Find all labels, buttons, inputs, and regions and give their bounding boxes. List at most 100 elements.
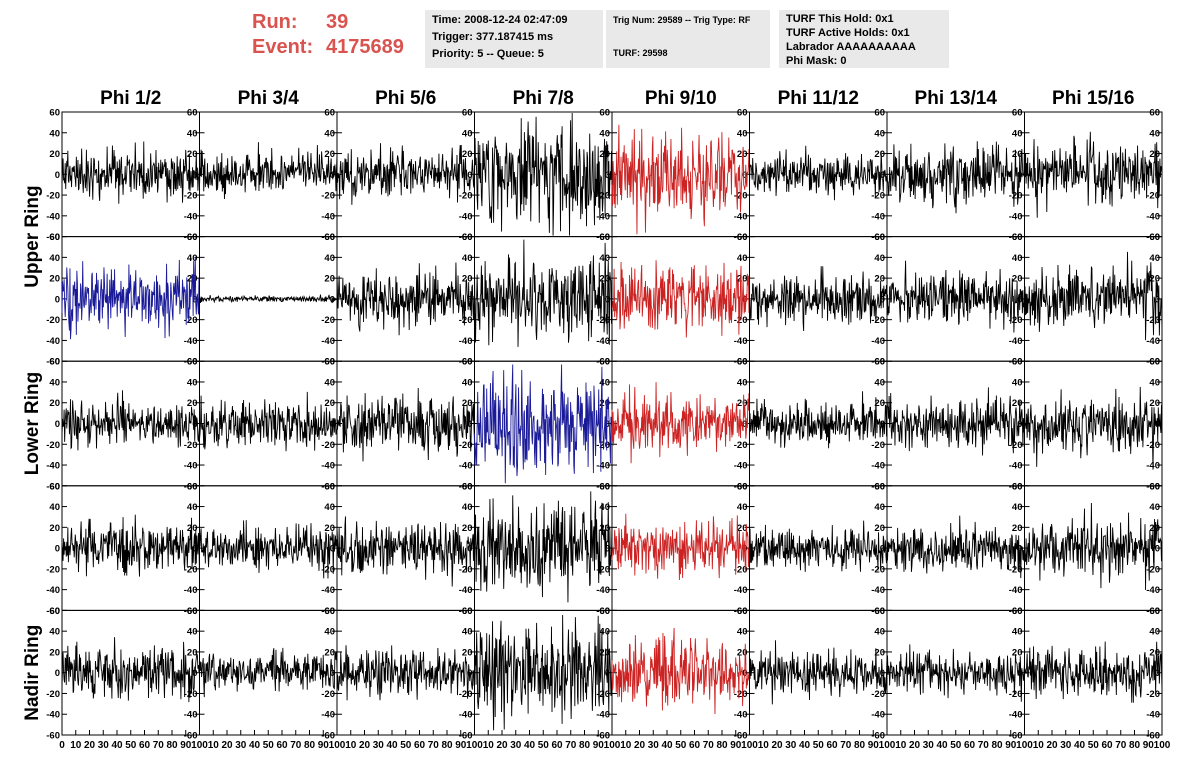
- turf-this-hold-text: TURF This Hold: 0x1: [786, 13, 894, 25]
- waveform-trace: [1024, 386, 1163, 470]
- y-tick-label: -40: [596, 710, 610, 721]
- y-tick-label: -40: [596, 461, 610, 472]
- y-tick-label: -60: [596, 606, 610, 617]
- y-tick-label: 60: [187, 108, 198, 119]
- y-tick-label: 20: [462, 398, 473, 409]
- column-header: Phi 1/2: [100, 88, 161, 109]
- y-tick-label: -40: [871, 211, 885, 222]
- y-tick-label: -60: [46, 232, 60, 243]
- y-tick-label: 40: [1149, 128, 1160, 139]
- y-tick-label: 40: [462, 128, 473, 139]
- y-tick-label: -40: [46, 585, 60, 596]
- x-tick-label: 70: [703, 740, 715, 751]
- y-tick-label: 60: [737, 357, 748, 368]
- column-header: Phi 15/16: [1052, 88, 1134, 109]
- y-tick-label: -60: [1009, 606, 1023, 617]
- y-tick-label: 40: [874, 128, 885, 139]
- x-tick-label: 40: [936, 740, 948, 751]
- y-tick-label: -20: [459, 689, 473, 700]
- y-tick-label: -40: [459, 710, 473, 721]
- x-tick-label: 30: [510, 740, 522, 751]
- y-tick-label: -40: [1009, 710, 1023, 721]
- column-header: Phi 9/10: [645, 88, 717, 109]
- y-tick-label: 20: [187, 647, 198, 658]
- x-tick-label: 100: [879, 740, 896, 751]
- y-tick-label: 0: [605, 170, 610, 181]
- y-tick-label: -20: [734, 689, 748, 700]
- waveform-panel-frame: [1024, 111, 1163, 238]
- waveform-trace: [474, 113, 613, 236]
- y-tick-label: 0: [742, 170, 747, 181]
- y-tick-label: -40: [46, 336, 60, 347]
- y-tick-label: -60: [1009, 731, 1023, 742]
- y-tick-label: 40: [49, 377, 60, 388]
- y-tick-label: -40: [321, 710, 335, 721]
- y-tick-label: -40: [1009, 336, 1023, 347]
- trig-num-panel: Trig Num: 29589 -- Trig Type: RF TURF: 2…: [606, 10, 770, 68]
- y-tick-label: -60: [734, 606, 748, 617]
- waveform-trace: [749, 391, 888, 449]
- y-tick-label: 40: [874, 253, 885, 264]
- y-tick-label: -40: [734, 585, 748, 596]
- x-tick-label: 50: [538, 740, 550, 751]
- y-tick-label: 40: [874, 502, 885, 513]
- x-tick-label: 90: [1143, 740, 1155, 751]
- waveform-trace: [611, 260, 750, 338]
- x-tick-label: 60: [551, 740, 563, 751]
- y-tick-label: 60: [874, 606, 885, 617]
- x-tick-label: 100: [329, 740, 346, 751]
- y-tick-label: 40: [737, 502, 748, 513]
- x-tick-label: 70: [290, 740, 302, 751]
- x-tick-label: 70: [428, 740, 440, 751]
- phi-mask-text: Phi Mask: 0: [786, 55, 847, 67]
- y-tick-label: 60: [874, 357, 885, 368]
- y-tick-label: 60: [49, 108, 60, 119]
- x-tick-label: 10: [1033, 740, 1045, 751]
- y-tick-label: -60: [734, 481, 748, 492]
- y-tick-label: 40: [324, 128, 335, 139]
- x-tick-label: 10: [345, 740, 357, 751]
- y-tick-label: -20: [46, 564, 60, 575]
- x-tick-label: 50: [1088, 740, 1100, 751]
- x-tick-label: 70: [565, 740, 577, 751]
- x-tick-label: 50: [263, 740, 275, 751]
- y-tick-label: -20: [1146, 564, 1160, 575]
- y-tick-label: 0: [330, 544, 335, 555]
- waveform-trace: [336, 645, 475, 701]
- waveform-trace: [474, 614, 613, 731]
- y-tick-label: 60: [187, 232, 198, 243]
- x-tick-label: 90: [318, 740, 330, 751]
- y-tick-label: -20: [596, 315, 610, 326]
- x-tick-label: 90: [1005, 740, 1017, 751]
- x-tick-label: 80: [716, 740, 728, 751]
- y-tick-label: 40: [1012, 128, 1023, 139]
- y-tick-label: -60: [734, 357, 748, 368]
- y-tick-label: -40: [184, 336, 198, 347]
- x-tick-label: 70: [978, 740, 990, 751]
- x-tick-label: 10: [208, 740, 220, 751]
- column-header: Phi 13/14: [915, 88, 998, 109]
- x-tick-label: 90: [868, 740, 880, 751]
- y-tick-label: 20: [324, 274, 335, 285]
- y-tick-label: 60: [1012, 232, 1023, 243]
- waveform-trace: [199, 520, 338, 579]
- y-tick-label: -60: [596, 731, 610, 742]
- y-tick-label: 40: [1012, 502, 1023, 513]
- y-tick-label: -40: [871, 336, 885, 347]
- y-tick-label: 60: [1012, 606, 1023, 617]
- x-tick-label: 40: [799, 740, 811, 751]
- y-tick-label: 40: [1149, 627, 1160, 638]
- y-tick-label: 40: [874, 627, 885, 638]
- waveform-trace: [1024, 251, 1163, 341]
- y-tick-label: -20: [1009, 564, 1023, 575]
- y-tick-label: -20: [46, 191, 60, 202]
- y-tick-label: 60: [599, 108, 610, 119]
- y-tick-label: 0: [467, 294, 472, 305]
- y-tick-label: -40: [46, 211, 60, 222]
- y-tick-label: 0: [467, 170, 472, 181]
- waveform-trace: [886, 644, 1025, 702]
- y-tick-label: 60: [737, 481, 748, 492]
- y-tick-label: -60: [184, 731, 198, 742]
- y-tick-label: 40: [737, 377, 748, 388]
- x-tick-label: 20: [496, 740, 508, 751]
